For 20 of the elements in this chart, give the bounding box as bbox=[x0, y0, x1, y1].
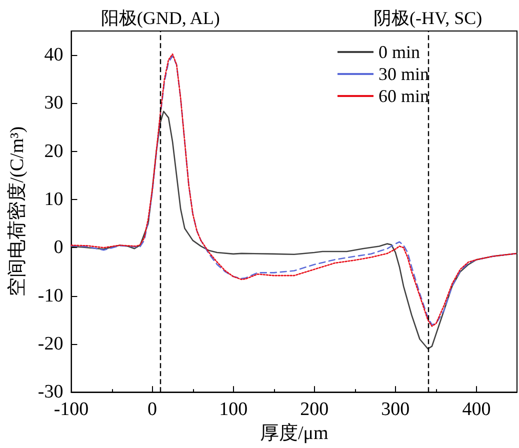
x-axis-title: 厚度/μm bbox=[260, 422, 328, 444]
y-tick-label: 0 bbox=[54, 237, 64, 258]
y-tick-label: 10 bbox=[44, 189, 64, 210]
y-tick-label: 40 bbox=[44, 44, 64, 66]
x-tick-label: 100 bbox=[219, 399, 248, 420]
legend-label: 60 min bbox=[378, 86, 430, 106]
line-series bbox=[70, 110, 518, 350]
x-tick-label: 0 bbox=[148, 399, 158, 420]
legend-label: 0 min bbox=[378, 42, 420, 62]
y-tick-label: 20 bbox=[44, 140, 64, 162]
x-tick-label: 300 bbox=[381, 399, 410, 420]
y-tick-label: -20 bbox=[38, 333, 64, 354]
y-tick-label: -10 bbox=[38, 285, 64, 306]
y-tick-label: 30 bbox=[44, 92, 64, 114]
y-axis-title: 空间电荷密度/(C/m³) bbox=[6, 126, 28, 297]
ref-line-label: 阳极(GND, AL) bbox=[100, 8, 220, 28]
legend-label: 30 min bbox=[378, 64, 430, 84]
x-tick-label: 400 bbox=[462, 399, 491, 420]
ref-line-label: 阴极(-HV, SC) bbox=[374, 8, 482, 28]
x-tick-label: 200 bbox=[300, 399, 329, 420]
